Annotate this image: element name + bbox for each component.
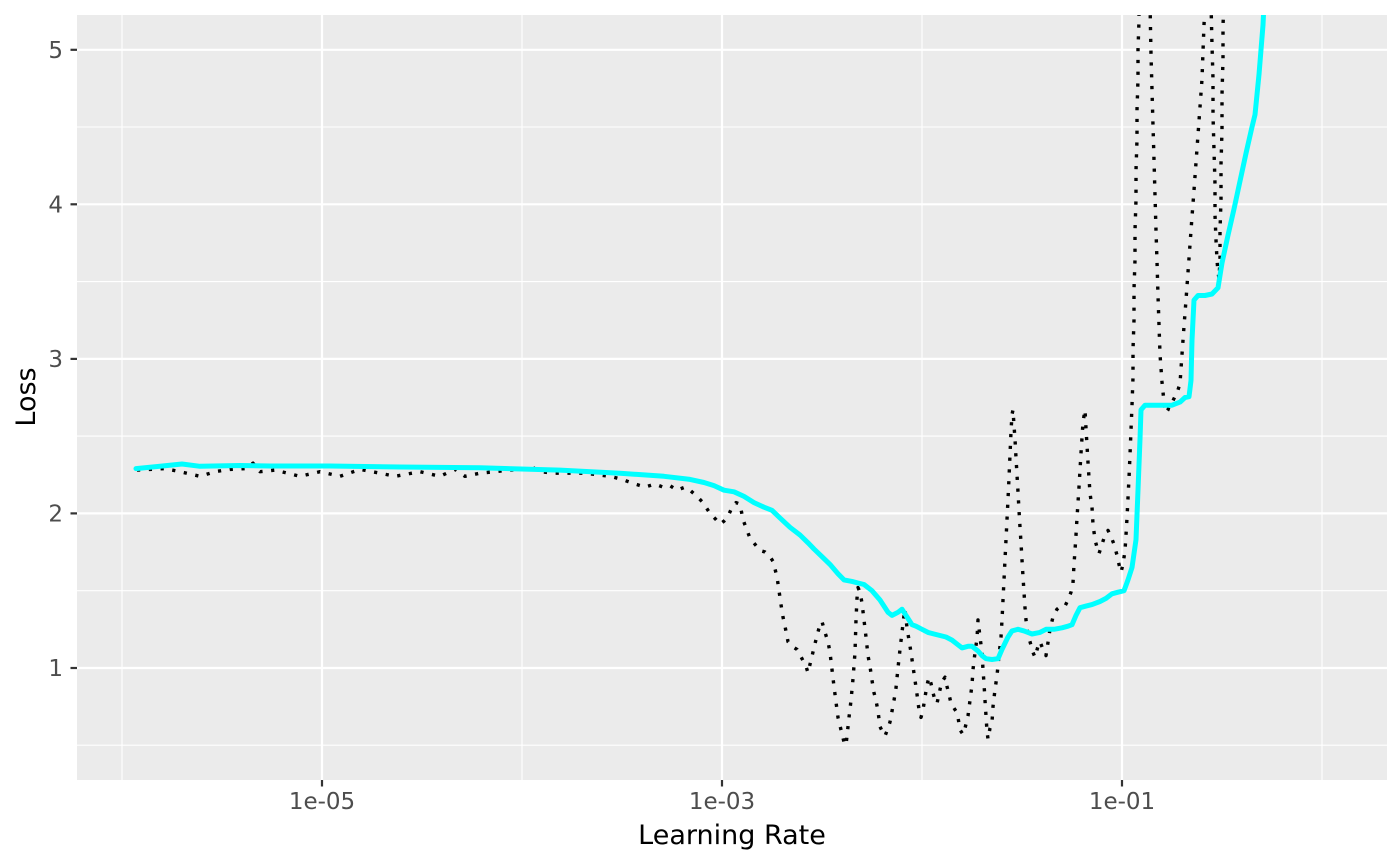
series-layer [133, 15, 1266, 747]
minor-gridlines [77, 15, 1387, 780]
x-tick-label: 1e-03 [689, 789, 755, 815]
y-tick-label: 2 [48, 501, 63, 527]
plot-panel [77, 15, 1387, 780]
y-tick-label: 5 [48, 38, 63, 64]
x-tick-labels: 1e-05 1e-03 1e-01 [289, 789, 1155, 815]
x-axis-title: Learning Rate [638, 820, 826, 851]
y-tick-labels: 1 2 3 4 5 [48, 38, 63, 682]
axis-ticks [70, 48, 1124, 787]
major-gridlines [77, 15, 1387, 780]
y-tick-label: 4 [48, 192, 63, 218]
x-tick-label: 1e-01 [1089, 789, 1155, 815]
x-tick-label: 1e-05 [289, 789, 355, 815]
y-tick-label: 1 [48, 656, 63, 682]
y-tick-label: 3 [48, 347, 63, 373]
smoothed-loss-line [133, 15, 1266, 662]
y-axis-title: Loss [11, 367, 42, 426]
